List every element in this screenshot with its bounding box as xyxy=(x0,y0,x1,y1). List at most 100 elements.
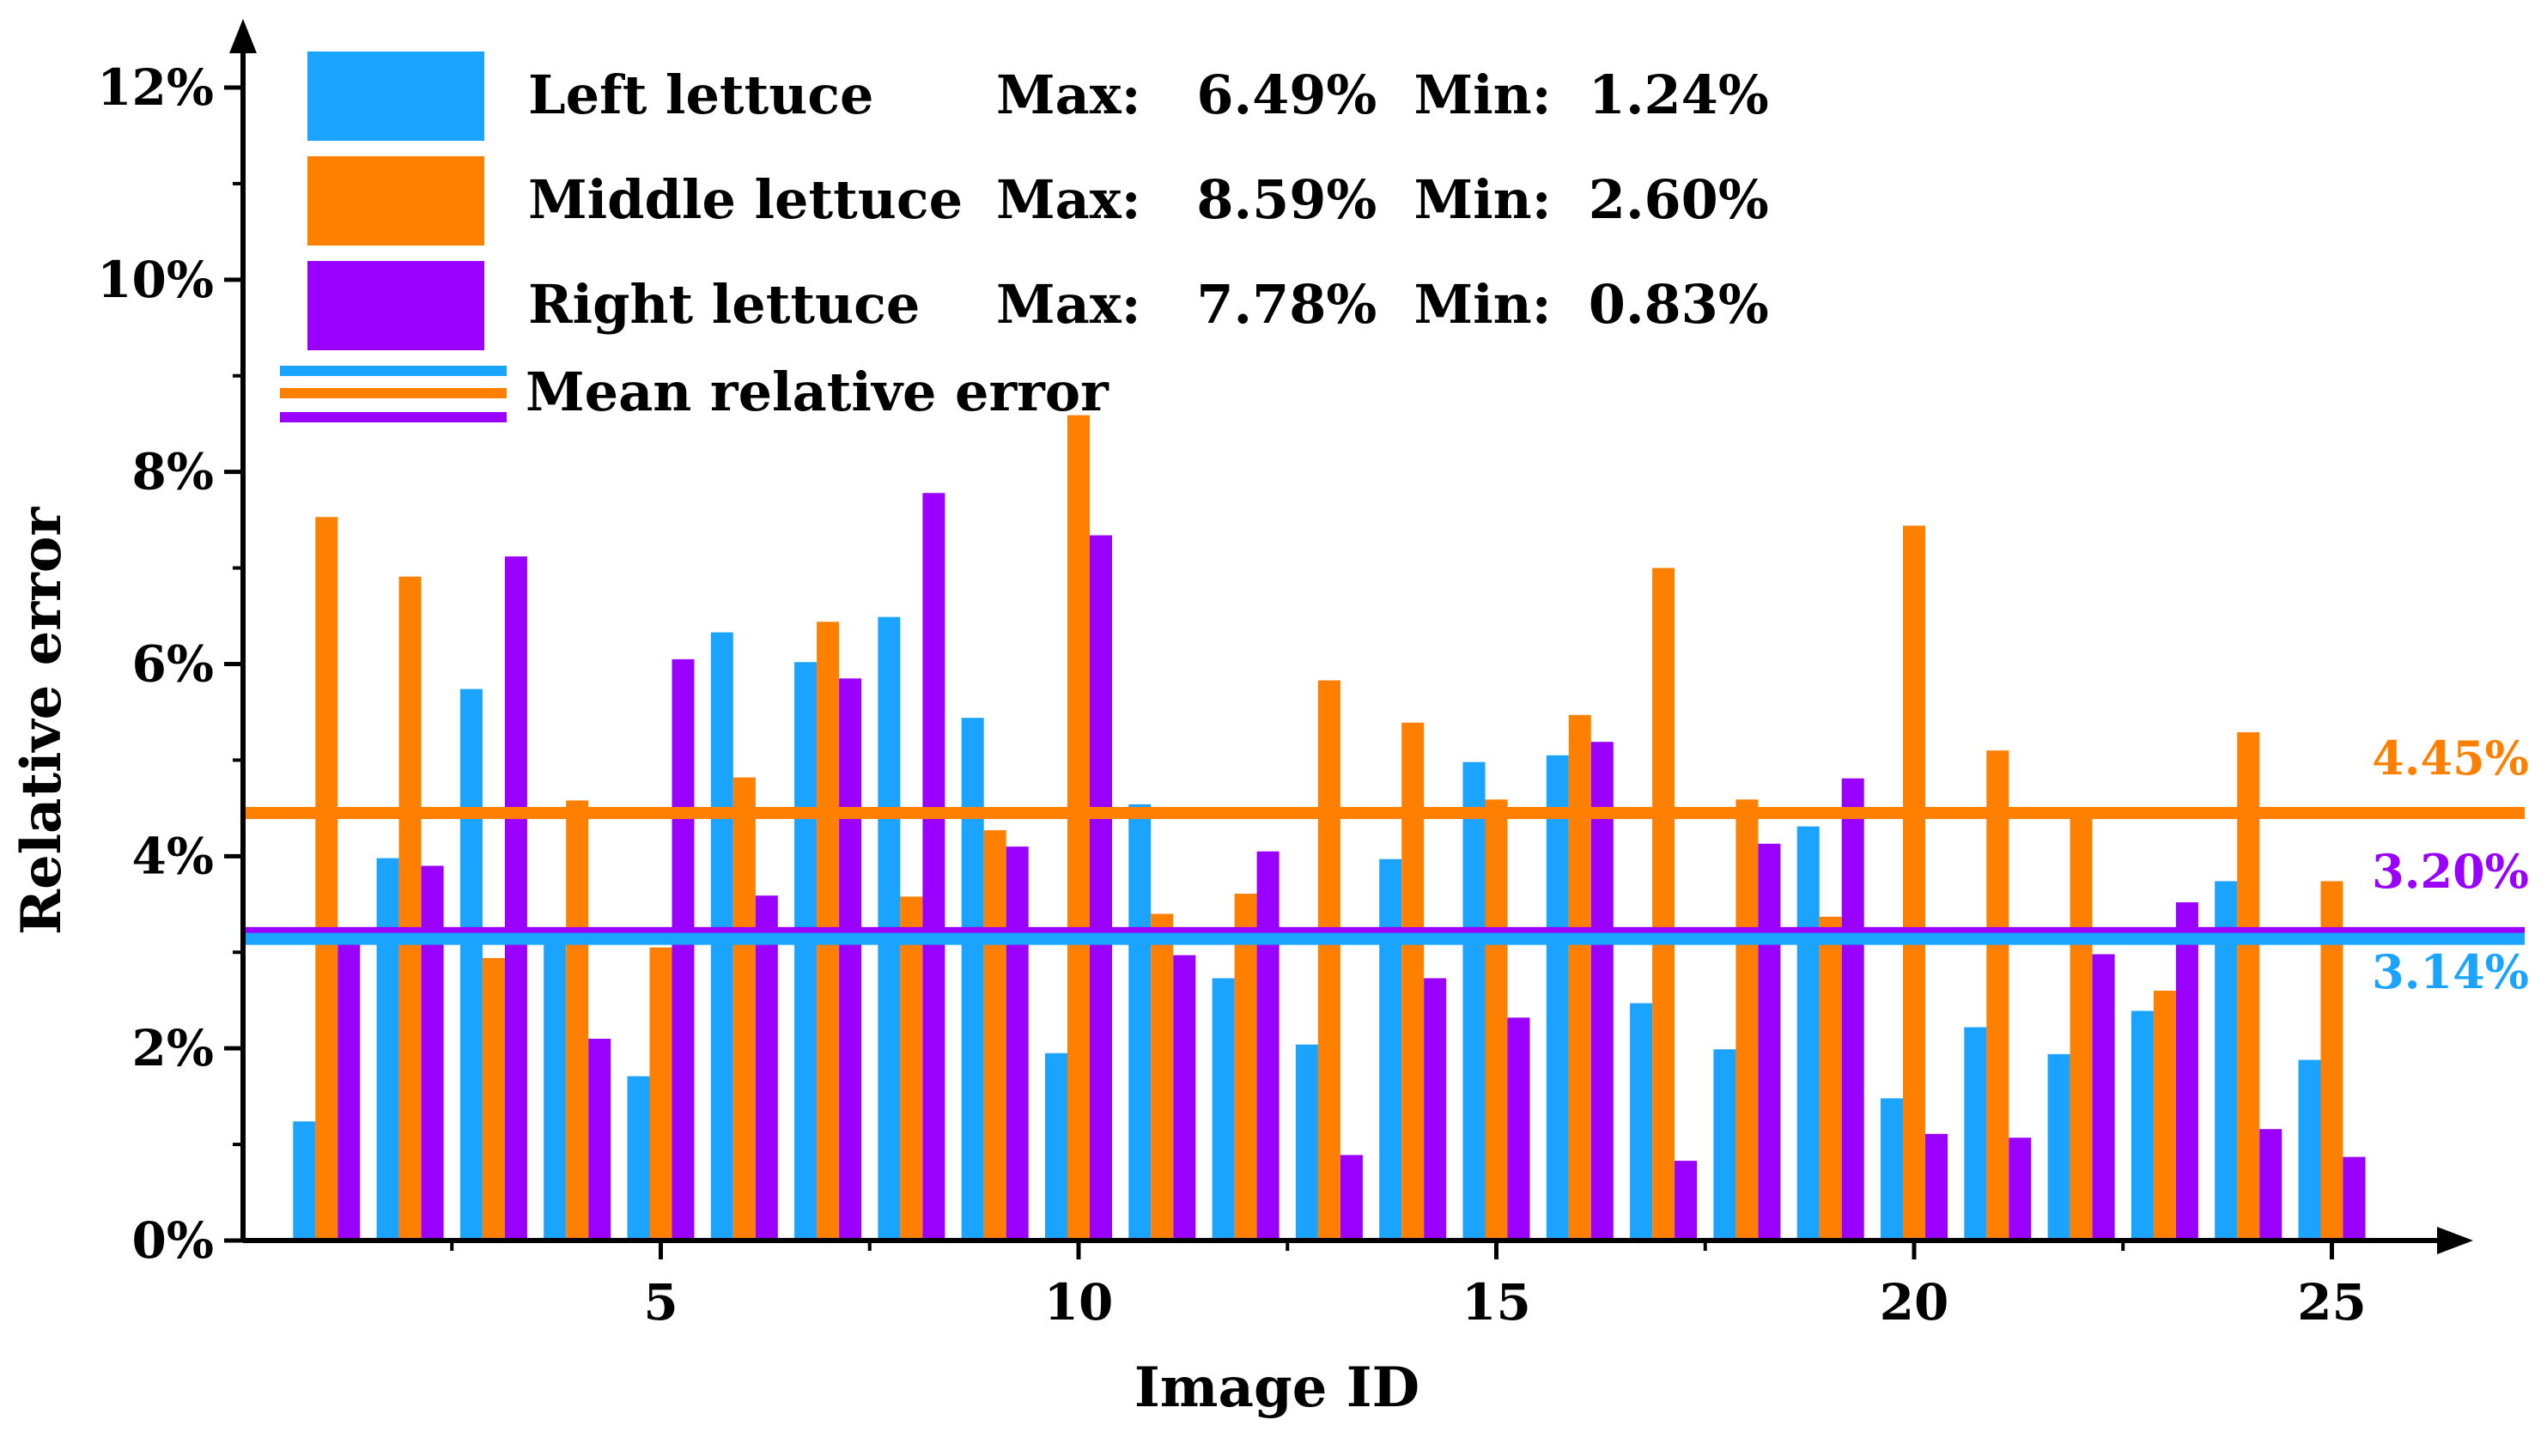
bar-left-21 xyxy=(1964,1027,1987,1241)
bar-right-15 xyxy=(1507,1017,1530,1241)
bar-right-23 xyxy=(2175,902,2198,1241)
bar-left-23 xyxy=(2131,1010,2154,1241)
x-axis-arrow xyxy=(2437,1227,2473,1254)
y-tick-label: 4% xyxy=(132,827,214,885)
bar-middle-23 xyxy=(2153,991,2176,1241)
bar-middle-14 xyxy=(1401,722,1425,1241)
y-tick-label: 6% xyxy=(132,635,214,694)
legend-stats-left: Max: 6.49% Min: 1.24% xyxy=(996,64,1769,126)
bar-left-18 xyxy=(1713,1049,1736,1241)
legend-label-right: Right lettuce xyxy=(528,273,920,336)
mean-label-right: 3.20% xyxy=(2372,844,2529,899)
bar-left-25 xyxy=(2298,1059,2321,1241)
bar-right-7 xyxy=(839,678,862,1241)
bar-middle-22 xyxy=(2070,812,2093,1241)
y-tick-label: 8% xyxy=(132,443,214,501)
bar-right-2 xyxy=(421,865,444,1241)
legend-label-mean: Mean relative error xyxy=(526,361,1109,423)
bar-left-1 xyxy=(293,1121,316,1241)
bar-middle-10 xyxy=(1067,415,1090,1241)
legend-swatch-middle xyxy=(307,156,484,246)
y-tick-label: 10% xyxy=(97,251,214,309)
bar-left-10 xyxy=(1045,1053,1067,1241)
bar-left-12 xyxy=(1212,978,1235,1241)
bar-middle-20 xyxy=(1903,525,1925,1241)
bar-right-16 xyxy=(1590,742,1614,1241)
y-axis-arrow xyxy=(229,19,257,53)
bar-middle-4 xyxy=(566,800,589,1241)
y-tick-label: 12% xyxy=(97,58,214,117)
bar-right-11 xyxy=(1173,955,1196,1241)
bar-middle-2 xyxy=(398,576,422,1241)
bar-right-17 xyxy=(1675,1161,1698,1241)
bar-left-22 xyxy=(2047,1053,2070,1241)
bar-left-7 xyxy=(794,662,818,1241)
bar-right-8 xyxy=(922,493,945,1241)
bar-right-3 xyxy=(504,556,527,1241)
bar-right-19 xyxy=(1841,778,1864,1241)
bar-middle-8 xyxy=(900,896,923,1241)
bar-right-13 xyxy=(1340,1155,1363,1241)
bar-left-15 xyxy=(1462,761,1486,1241)
x-tick-label: 15 xyxy=(1462,1273,1531,1332)
bar-middle-13 xyxy=(1317,680,1340,1241)
bar-right-10 xyxy=(1090,535,1112,1241)
x-tick-label: 25 xyxy=(2297,1273,2367,1332)
bar-middle-16 xyxy=(1568,714,1591,1241)
bar-right-24 xyxy=(2259,1129,2283,1241)
bar-right-9 xyxy=(1006,846,1029,1241)
legend: Left lettuce Max: 6.49% Min: 1.24% Middle … xyxy=(280,52,1769,423)
legend-stats-right: Max: 7.78% Min: 0.83% xyxy=(996,273,1769,336)
bar-left-5 xyxy=(627,1076,650,1241)
legend-swatch-left xyxy=(307,52,484,141)
mean-label-middle: 4.45% xyxy=(2372,731,2529,786)
bar-left-16 xyxy=(1546,755,1569,1241)
bar-middle-1 xyxy=(315,517,338,1241)
mean-label-left: 3.14% xyxy=(2372,944,2529,999)
bar-right-25 xyxy=(2343,1156,2366,1241)
bar-right-4 xyxy=(588,1038,611,1241)
x-axis-label: Image ID xyxy=(1134,1356,1419,1420)
legend-label-left: Left lettuce xyxy=(528,64,874,126)
bar-right-21 xyxy=(2009,1138,2032,1241)
bar-middle-17 xyxy=(1652,567,1675,1241)
y-tick-label: 2% xyxy=(132,1019,214,1077)
bar-middle-5 xyxy=(649,947,672,1241)
bar-right-22 xyxy=(2092,954,2115,1241)
bar-middle-3 xyxy=(482,957,505,1241)
bar-left-14 xyxy=(1379,858,1402,1241)
bar-middle-19 xyxy=(1819,916,1842,1241)
legend-stats-middle: Max: 8.59% Min: 2.60% xyxy=(996,168,1769,231)
bar-middle-21 xyxy=(1986,750,2009,1241)
x-tick-label: 5 xyxy=(643,1273,678,1332)
bar-right-14 xyxy=(1424,978,1447,1241)
bar-middle-18 xyxy=(1735,799,1759,1241)
bar-middle-6 xyxy=(732,777,756,1241)
y-axis-label: Relative error xyxy=(9,507,74,936)
bar-middle-9 xyxy=(983,830,1006,1241)
bar-right-18 xyxy=(1758,843,1781,1241)
bar-left-11 xyxy=(1128,804,1152,1241)
legend-swatch-right xyxy=(307,261,484,350)
bar-left-3 xyxy=(459,689,483,1241)
y-tick-label: 0% xyxy=(132,1211,214,1270)
bar-left-19 xyxy=(1796,826,1820,1241)
bar-left-4 xyxy=(544,940,567,1241)
bar-right-12 xyxy=(1256,851,1280,1241)
x-tick-label: 10 xyxy=(1044,1273,1114,1332)
x-tick-label: 20 xyxy=(1880,1273,1949,1332)
bar-left-17 xyxy=(1630,1003,1653,1241)
bar-middle-11 xyxy=(1151,913,1174,1241)
bar-middle-12 xyxy=(1234,893,1257,1241)
bar-right-5 xyxy=(672,658,695,1241)
mean-lines-layer: 4.45% 3.20% 3.14% xyxy=(243,731,2529,999)
bars-layer xyxy=(293,415,2366,1241)
bar-left-9 xyxy=(961,718,984,1241)
bar-right-6 xyxy=(755,895,778,1241)
bar-left-20 xyxy=(1881,1098,1903,1241)
bar-left-2 xyxy=(376,858,399,1241)
bar-left-13 xyxy=(1295,1044,1318,1241)
legend-label-middle: Middle lettuce xyxy=(528,168,963,231)
bar-right-1 xyxy=(337,932,361,1241)
